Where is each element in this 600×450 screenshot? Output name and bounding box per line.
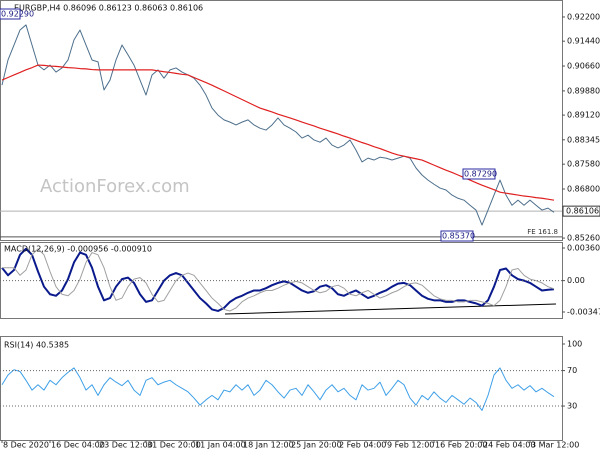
pane-title: RSI(14) 40.5385 (4, 341, 69, 350)
series-line (2, 248, 555, 312)
y-tick-label: 70 (567, 366, 577, 375)
x-tick-label: 18 Jan 12:00 (243, 441, 294, 450)
fe-level-label: FE 161.8 (527, 228, 558, 236)
series-line (1, 367, 555, 411)
y-tick-label: 0.003609 (567, 244, 600, 253)
annotation-box (440, 230, 474, 242)
x-tick-label: 8 Dec 2020 (3, 441, 49, 450)
y-tick-label: 30 (567, 402, 577, 411)
rsi-pane (0, 336, 563, 441)
x-tick-label: 2 Feb 04:00 (339, 441, 386, 450)
series-line (1, 24, 555, 226)
x-tick-label: 24 Feb 04:00 (483, 441, 535, 450)
y-tick-label: 0.89880 (567, 86, 600, 95)
x-tick-label: 9 Feb 12:00 (387, 441, 434, 450)
y-tick-label: 0.91440 (567, 37, 600, 46)
series-line (1, 247, 555, 312)
y-tick-label: 100 (567, 340, 582, 349)
y-tick-label: -0.003472 (567, 308, 600, 317)
price-pane (0, 0, 563, 241)
annotation: 0.87290 (464, 170, 497, 179)
y-tick-label: 0.92200 (567, 12, 600, 21)
pane-title: EURGBP,H4 0.86096 0.86123 0.86063 0.8610… (14, 4, 203, 13)
x-tick-label: 31 Dec 20:00 (147, 441, 201, 450)
watermark: ActionForex.com (40, 176, 190, 197)
x-tick-label: 16 Dec 04:00 (51, 441, 105, 450)
x-tick-label: 25 Jan 20:00 (291, 441, 342, 450)
y-tick-label: 0.00 (567, 276, 585, 285)
y-tick-label: 0.89120 (567, 111, 600, 120)
current-price-label: 0.86106 (566, 207, 599, 216)
current-price-box (562, 205, 600, 217)
y-tick-label: 0.88345 (567, 135, 600, 144)
x-tick-label: 3 Mar 12:00 (531, 441, 579, 450)
y-tick-label: 0.87580 (567, 160, 600, 169)
macd-trendline (224, 303, 557, 315)
series-line (1, 64, 555, 201)
x-tick-label: 11 Jan 04:00 (195, 441, 246, 450)
pane-title: MACD(12,26,9) -0.000956 -0.000910 (4, 245, 152, 254)
annotation-box (462, 168, 496, 180)
x-tick-label: 16 Feb 20:00 (435, 441, 487, 450)
annotation: 0.92290 (1, 10, 34, 19)
annotation-box (0, 8, 21, 20)
y-tick-label: 0.90660 (567, 62, 600, 71)
x-tick-label: 23 Dec 12:00 (99, 441, 153, 450)
y-tick-label: 0.85260 (567, 234, 600, 243)
annotation: 0.85370 (442, 232, 475, 241)
y-tick-label: 0.86800 (567, 185, 600, 194)
